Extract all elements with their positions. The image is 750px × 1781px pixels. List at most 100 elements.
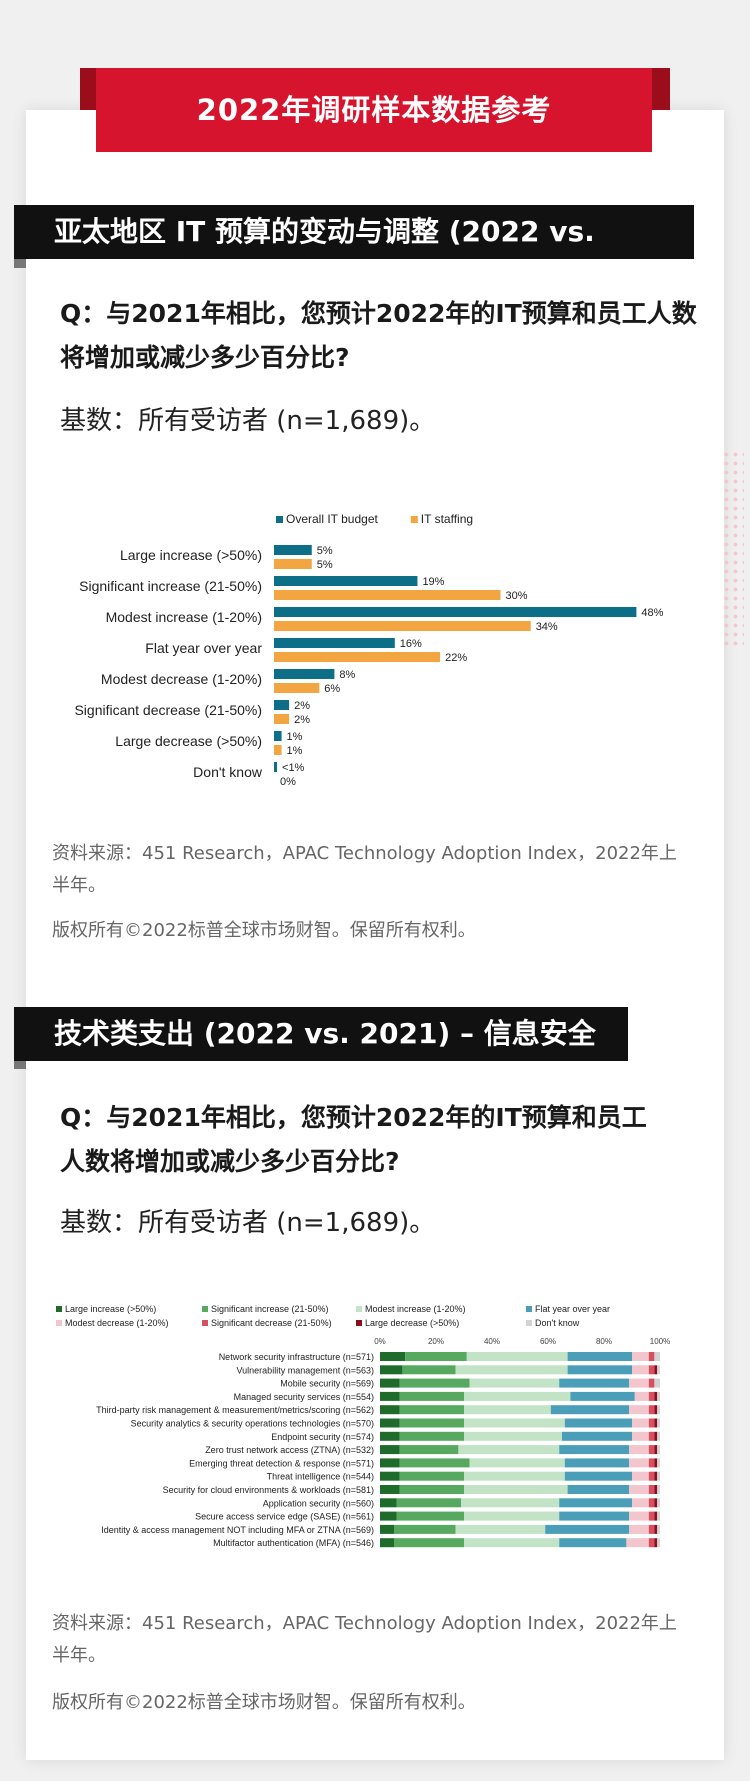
segment-1-1 bbox=[402, 1365, 456, 1375]
x-tick-4: 80% bbox=[596, 1337, 612, 1346]
segment-1-13 bbox=[394, 1524, 456, 1534]
x-tick-0: 0% bbox=[374, 1337, 386, 1346]
data-label-0-5: 2% bbox=[294, 700, 310, 712]
segment-6-11 bbox=[654, 1498, 658, 1508]
segment-0-10 bbox=[380, 1485, 400, 1494]
segment-2-7 bbox=[458, 1445, 560, 1455]
segment-7-0 bbox=[654, 1352, 660, 1361]
segment-5-6 bbox=[648, 1431, 655, 1441]
segment-1-8 bbox=[399, 1458, 470, 1468]
data-label-1-4: 6% bbox=[324, 683, 340, 695]
category-label-4: Third-party risk management & measuremen… bbox=[96, 1405, 374, 1415]
segment-3-10 bbox=[567, 1485, 630, 1494]
segment-7-11 bbox=[657, 1498, 660, 1508]
segment-1-2 bbox=[399, 1378, 470, 1388]
legend-swatch-7 bbox=[526, 1320, 532, 1326]
category-label-6: Endpoint security (n=574) bbox=[271, 1432, 374, 1442]
segment-1-3 bbox=[399, 1391, 464, 1401]
legend-label-1: IT staffing bbox=[421, 512, 473, 526]
segment-5-13 bbox=[648, 1524, 655, 1534]
segment-4-0 bbox=[632, 1352, 649, 1361]
segment-3-0 bbox=[567, 1352, 632, 1361]
bar-0-5 bbox=[274, 700, 290, 710]
segment-1-0 bbox=[405, 1352, 467, 1361]
x-tick-1: 20% bbox=[428, 1337, 444, 1346]
segment-5-4 bbox=[648, 1405, 655, 1415]
bar-0-1 bbox=[274, 576, 418, 586]
segment-7-1 bbox=[657, 1365, 660, 1375]
legend-swatch-5 bbox=[202, 1320, 208, 1326]
segment-2-1 bbox=[455, 1365, 568, 1375]
segment-5-1 bbox=[648, 1365, 655, 1375]
segment-7-8 bbox=[657, 1458, 660, 1468]
category-label-11: Application security (n=560) bbox=[263, 1498, 374, 1508]
section1-heading: 亚太地区 IT 预算的变动与调整 (2022 vs. 2021) bbox=[14, 205, 694, 302]
segment-6-9 bbox=[654, 1471, 658, 1481]
banner-fold-right bbox=[652, 68, 670, 110]
segment-3-14 bbox=[559, 1538, 627, 1548]
segment-7-9 bbox=[657, 1471, 660, 1481]
segment-3-5 bbox=[564, 1418, 632, 1428]
segment-7-7 bbox=[657, 1445, 660, 1455]
segment-4-11 bbox=[632, 1498, 649, 1508]
section1-copyright: 版权所有©2022标普全球市场财智。保留所有权利。 bbox=[52, 920, 476, 941]
x-tick-3: 60% bbox=[540, 1337, 556, 1346]
segment-1-10 bbox=[399, 1485, 464, 1494]
legend-label-3: Flat year over year bbox=[535, 1304, 610, 1314]
segment-5-3 bbox=[648, 1391, 655, 1401]
segment-3-4 bbox=[550, 1405, 630, 1415]
section1-base: 基数：所有受访者 (n=1,689)。 bbox=[60, 406, 436, 436]
segment-5-9 bbox=[648, 1471, 655, 1481]
segment-5-8 bbox=[648, 1458, 655, 1468]
segment-2-2 bbox=[469, 1378, 560, 1388]
data-label-1-3: 22% bbox=[445, 652, 467, 664]
category-label-3: Flat year over year bbox=[145, 640, 262, 656]
segment-5-11 bbox=[648, 1498, 655, 1508]
data-label-0-1: 19% bbox=[422, 576, 444, 588]
segment-5-2 bbox=[648, 1378, 655, 1388]
segment-0-13 bbox=[380, 1524, 394, 1534]
segment-1-9 bbox=[399, 1471, 464, 1481]
segment-2-8 bbox=[469, 1458, 565, 1468]
bar-1-5 bbox=[274, 714, 290, 724]
segment-4-6 bbox=[632, 1431, 649, 1441]
segment-6-14 bbox=[654, 1538, 658, 1548]
legend-swatch-0 bbox=[56, 1306, 62, 1312]
segment-4-3 bbox=[634, 1391, 649, 1401]
segment-6-3 bbox=[654, 1391, 658, 1401]
category-label-3: Managed security services (n=554) bbox=[234, 1392, 374, 1402]
segment-6-13 bbox=[654, 1524, 658, 1534]
category-label-6: Large decrease (>50%) bbox=[115, 733, 262, 749]
segment-2-12 bbox=[464, 1511, 560, 1521]
segment-7-13 bbox=[657, 1524, 660, 1534]
segment-4-7 bbox=[629, 1445, 649, 1455]
bar-1-4 bbox=[274, 683, 320, 693]
bar-0-4 bbox=[274, 669, 335, 679]
segment-0-4 bbox=[380, 1405, 400, 1415]
data-label-1-6: 1% bbox=[287, 745, 303, 757]
section2-source: 资料来源：451 Research，APAC Technology Adopti… bbox=[52, 1613, 677, 1666]
bar-0-0 bbox=[274, 545, 312, 555]
segment-3-1 bbox=[567, 1365, 632, 1375]
segment-6-5 bbox=[654, 1418, 658, 1428]
category-label-12: Secure access service edge (SASE) (n=561… bbox=[195, 1512, 374, 1522]
bar-1-1 bbox=[274, 590, 501, 600]
bar-0-2 bbox=[274, 607, 637, 617]
data-label-1-7: 0% bbox=[280, 776, 296, 788]
segment-6-8 bbox=[654, 1458, 658, 1468]
category-label-2: Mobile security (n=569) bbox=[280, 1379, 374, 1389]
legend-label-6: Large decrease (>50%) bbox=[365, 1318, 459, 1328]
segment-4-2 bbox=[629, 1378, 649, 1388]
segment-5-12 bbox=[648, 1511, 655, 1521]
legend-label-1: Significant increase (21-50%) bbox=[211, 1304, 329, 1314]
segment-4-13 bbox=[629, 1524, 649, 1534]
decorative-dots bbox=[722, 450, 744, 650]
legend-swatch-4 bbox=[56, 1320, 62, 1326]
segment-5-14 bbox=[648, 1538, 655, 1548]
legend-swatch-1 bbox=[202, 1306, 208, 1312]
segment-1-6 bbox=[399, 1431, 464, 1441]
category-label-8: Emerging threat detection & response (n=… bbox=[189, 1458, 374, 1468]
segment-4-1 bbox=[632, 1365, 649, 1375]
section2-base: 基数：所有受访者 (n=1,689)。 bbox=[60, 1208, 436, 1238]
segment-0-1 bbox=[380, 1365, 403, 1375]
